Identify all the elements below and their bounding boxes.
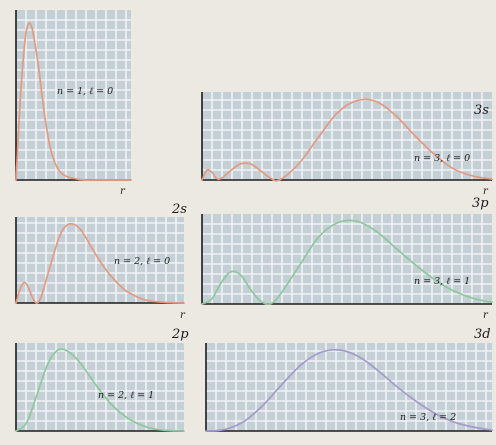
curve-label-1s: n = 1, ℓ = 0 [57, 86, 113, 97]
curve-label-3s: n = 3, ℓ = 0 [414, 153, 470, 164]
axis-label-r-2s: r [180, 310, 186, 321]
grid-p3s [202, 92, 492, 180]
panel-title-3d: 3d [474, 327, 491, 342]
curve-p2p [15, 348, 185, 432]
plot-area-p3d [206, 343, 492, 431]
axis-label-r-1s: r [120, 186, 126, 197]
panel-3s: 3s r n = 3, ℓ = 0 [201, 92, 493, 197]
grid-p3d [206, 343, 492, 431]
grid-p1s [16, 10, 131, 180]
axis-label-r-3p: r [483, 310, 489, 321]
panel-3d: 3d n = 3, ℓ = 2 [205, 327, 493, 432]
curve-p3d [205, 348, 493, 432]
curve-p2s [15, 222, 185, 304]
curve-label-2p: n = 2, ℓ = 1 [98, 390, 154, 401]
curve-label-3p: n = 3, ℓ = 1 [414, 276, 470, 287]
plot-area-p2p [16, 343, 184, 431]
panel-2s: 2s r n = 2, ℓ = 0 [15, 202, 187, 321]
panel-title-2p: 2p [171, 327, 189, 342]
plot-area-p1s [16, 10, 131, 180]
plot-area-p3s [202, 92, 492, 180]
curve-label-2s: n = 2, ℓ = 0 [114, 256, 170, 267]
panel-3p: 3p r n = 3, ℓ = 1 [201, 196, 493, 321]
plot-area-p3p [202, 214, 492, 304]
curve-p3s [201, 98, 493, 182]
grid-p2s [16, 217, 184, 303]
panel-title-3p: 3p [472, 196, 489, 211]
panel-title-2s: 2s [171, 202, 187, 217]
curve-label-3d: n = 3, ℓ = 2 [400, 412, 456, 423]
panel-1s: r n = 1, ℓ = 0 [15, 10, 132, 197]
curve-p1s [15, 22, 132, 181]
panel-2p: 2p n = 2, ℓ = 1 [15, 327, 189, 432]
axis-label-r-3s: r [483, 186, 489, 197]
grid-p3p [202, 214, 492, 304]
grid-p2p [16, 343, 184, 431]
curve-p3p [201, 219, 493, 306]
panel-title-3s: 3s [474, 103, 489, 118]
